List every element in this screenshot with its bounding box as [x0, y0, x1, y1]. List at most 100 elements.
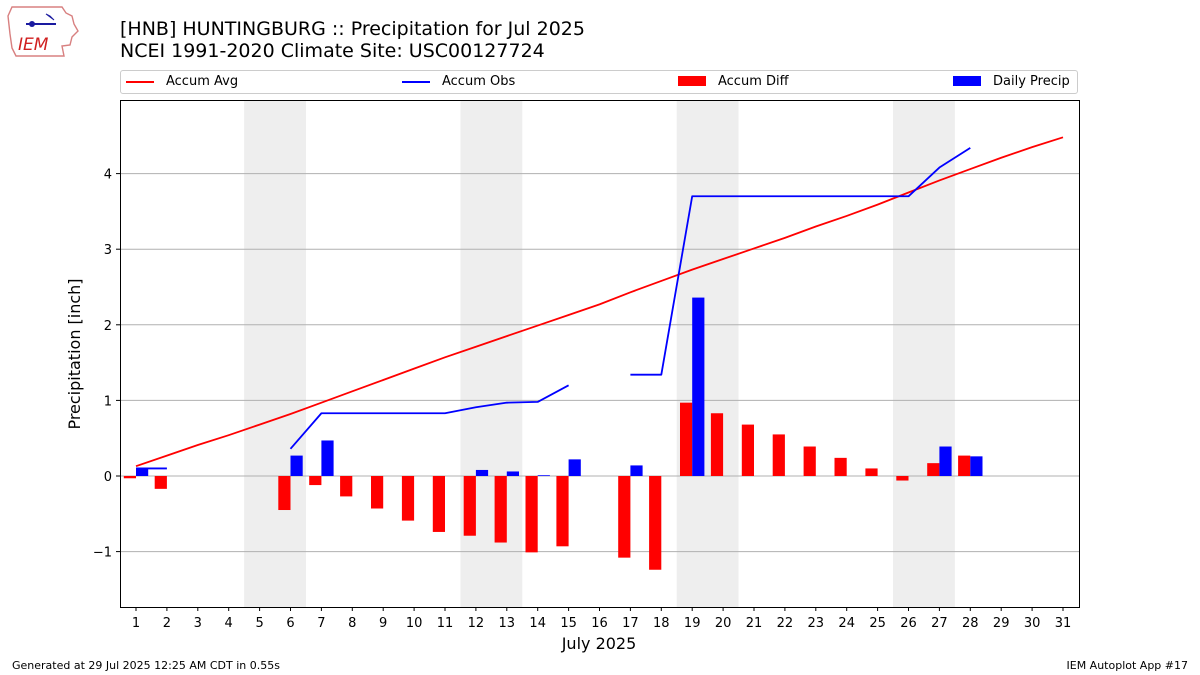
- y-tick-label-2: 1: [104, 394, 112, 409]
- accum-diff-bar-19: [680, 402, 693, 476]
- x-tick-label-25: 25: [869, 616, 886, 631]
- accum-diff-bar-24: [834, 457, 847, 476]
- app-footer: IEM Autoplot App #17: [1066, 659, 1189, 672]
- weekend-shading: [244, 100, 955, 607]
- weekend-band-5-6: [244, 100, 306, 607]
- vane-tail: [45, 13, 55, 21]
- x-tick-label-19: 19: [684, 616, 701, 631]
- x-tick-label-6: 6: [286, 616, 294, 631]
- x-tick-label-31: 31: [1055, 616, 1072, 631]
- legend-label-accum-obs: Accum Obs: [442, 74, 516, 89]
- x-tick-label-3: 3: [194, 616, 202, 631]
- x-tick-label-29: 29: [993, 616, 1010, 631]
- x-tick-label-7: 7: [317, 616, 325, 631]
- legend-swatch-daily-precip: [953, 76, 981, 86]
- x-tick-label-22: 22: [777, 616, 794, 631]
- x-tick-label-5: 5: [255, 616, 263, 631]
- x-tick-label-4: 4: [225, 616, 233, 631]
- legend-swatch-accum-avg: [126, 81, 154, 83]
- accum-diff-bar-21: [741, 424, 754, 476]
- x-tick-label-2: 2: [163, 616, 171, 631]
- accum-obs-line-segment-1: [289, 384, 570, 450]
- accum-diff-bar-26: [896, 476, 909, 481]
- vane-hub: [29, 21, 35, 27]
- accum-diff-bar-25: [865, 468, 878, 476]
- chart-subtitle: NCEI 1991-2020 Climate Site: USC00127724: [120, 40, 545, 62]
- x-axis-label: July 2025: [561, 634, 637, 653]
- x-tick-label-20: 20: [715, 616, 732, 631]
- daily-precip-bar-19: [692, 297, 705, 476]
- daily-precip-bar-6: [290, 455, 303, 476]
- accum-diff-bar-20: [710, 413, 724, 476]
- iowa-state-outline: [7, 6, 79, 57]
- daily-precip-bar-28: [970, 456, 983, 476]
- x-tick-label-17: 17: [622, 616, 639, 631]
- x-tick-label-23: 23: [808, 616, 825, 631]
- daily-precip-bar-15: [568, 459, 581, 476]
- x-tick-label-18: 18: [653, 616, 670, 631]
- accum-diff-bar-2: [154, 476, 167, 489]
- x-tick-label-10: 10: [406, 616, 423, 631]
- accum-diff-bar-18: [649, 476, 662, 570]
- accum-diff-bar-12: [463, 476, 476, 536]
- x-tick-label-9: 9: [379, 616, 387, 631]
- grid-lines: [120, 173, 1079, 553]
- accum-obs-line-segment-2: [630, 147, 971, 376]
- accum-diff-bar-11: [432, 476, 445, 532]
- accum-diff-bar-28: [958, 455, 971, 476]
- x-tick-label-11: 11: [437, 616, 454, 631]
- accum-diff-bar-10: [401, 476, 415, 521]
- daily-precip-bar-14: [537, 475, 550, 476]
- accum-diff-bar-6: [278, 476, 291, 511]
- daily-precip-bar-12: [475, 469, 489, 476]
- iem-logo: IEM: [7, 6, 79, 57]
- accum-avg-line-segment-0: [135, 136, 1064, 468]
- x-tick-label-26: 26: [900, 616, 917, 631]
- accum-diff-bar-17: [618, 476, 631, 558]
- daily-precip-bar-1: [136, 468, 149, 476]
- y-tick-label-5: 4: [104, 168, 112, 183]
- chart-legend: Accum Avg Accum Obs Accum Diff Daily Pre…: [120, 70, 1078, 94]
- x-tick-label-1: 1: [132, 616, 140, 631]
- y-tick-label-0: −1: [93, 546, 112, 561]
- x-tick-label-8: 8: [348, 616, 356, 631]
- x-tick-label-12: 12: [468, 616, 485, 631]
- generated-footer: Generated at 29 Jul 2025 12:25 AM CDT in…: [12, 659, 280, 672]
- bar-series: [123, 297, 983, 570]
- accum-diff-bar-9: [371, 476, 384, 509]
- x-tick-label-21: 21: [746, 616, 763, 631]
- weekend-band-19-20: [676, 100, 739, 607]
- chart-title: [HNB] HUNTINGBURG :: Precipitation for J…: [120, 18, 585, 40]
- legend-swatch-accum-diff: [678, 76, 706, 86]
- weekend-band-26-27: [893, 100, 955, 607]
- line-series: [135, 136, 1064, 470]
- logo-text: IEM: [18, 35, 49, 55]
- daily-precip-bar-13: [506, 471, 519, 476]
- legend-label-accum-avg: Accum Avg: [166, 74, 239, 89]
- accum-diff-bar-15: [556, 476, 569, 547]
- accum-diff-bar-27: [927, 463, 940, 476]
- x-tick-label-27: 27: [931, 616, 948, 631]
- accum-diff-bar-1: [123, 476, 136, 479]
- x-tick-label-24: 24: [838, 616, 855, 631]
- accum-diff-bar-23: [803, 446, 816, 476]
- accum-diff-bar-22: [772, 434, 785, 476]
- y-axis-label: Precipitation [inch]: [65, 278, 84, 429]
- daily-precip-bar-27: [939, 446, 952, 476]
- x-tick-label-28: 28: [962, 616, 979, 631]
- y-tick-label-1: 0: [104, 470, 112, 485]
- legend-label-daily-precip: Daily Precip: [993, 74, 1070, 89]
- x-tick-label-30: 30: [1024, 616, 1041, 631]
- legend-label-accum-diff: Accum Diff: [718, 74, 789, 89]
- accum-diff-bar-7: [309, 476, 322, 486]
- y-tick-label-4: 3: [104, 243, 112, 258]
- accum-diff-bar-14: [525, 476, 538, 553]
- accum-diff-bar-13: [494, 476, 507, 543]
- daily-precip-bar-7: [321, 440, 334, 476]
- daily-precip-bar-17: [630, 465, 643, 476]
- legend-swatch-accum-obs: [402, 81, 430, 83]
- x-tick-label-15: 15: [560, 616, 577, 631]
- accum-diff-bar-8: [340, 476, 353, 497]
